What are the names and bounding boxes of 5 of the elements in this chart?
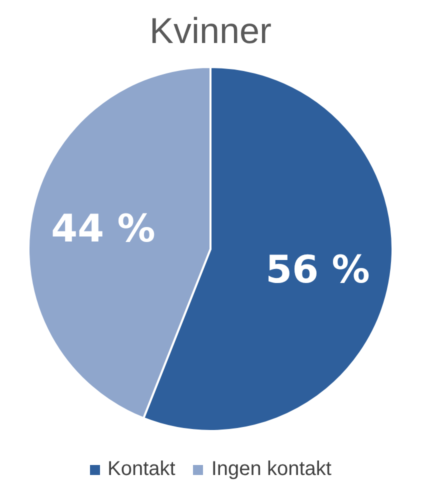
data-label: 56 %	[266, 247, 370, 292]
chart-title: Kvinner	[148, 9, 273, 53]
legend-label: Kontakt	[108, 458, 176, 481]
data-label: 44 %	[51, 206, 156, 251]
legend-label: Ingen kontakt	[211, 458, 332, 481]
